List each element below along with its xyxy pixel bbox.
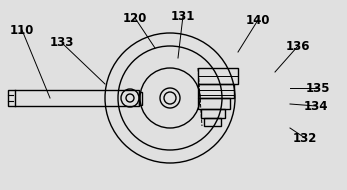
Text: 136: 136 xyxy=(286,40,310,52)
Text: 133: 133 xyxy=(50,36,74,50)
Text: 135: 135 xyxy=(306,82,330,94)
Text: 120: 120 xyxy=(123,12,147,25)
Bar xyxy=(204,118,221,126)
Bar xyxy=(139,92,142,105)
Text: 110: 110 xyxy=(10,24,34,36)
Text: 140: 140 xyxy=(246,13,270,26)
Bar xyxy=(198,68,238,84)
Bar xyxy=(198,84,234,98)
Text: 134: 134 xyxy=(304,100,328,112)
Text: 132: 132 xyxy=(293,131,317,145)
Bar xyxy=(198,98,230,109)
Bar xyxy=(8,90,139,106)
Bar xyxy=(201,109,225,118)
Text: 131: 131 xyxy=(171,10,195,22)
